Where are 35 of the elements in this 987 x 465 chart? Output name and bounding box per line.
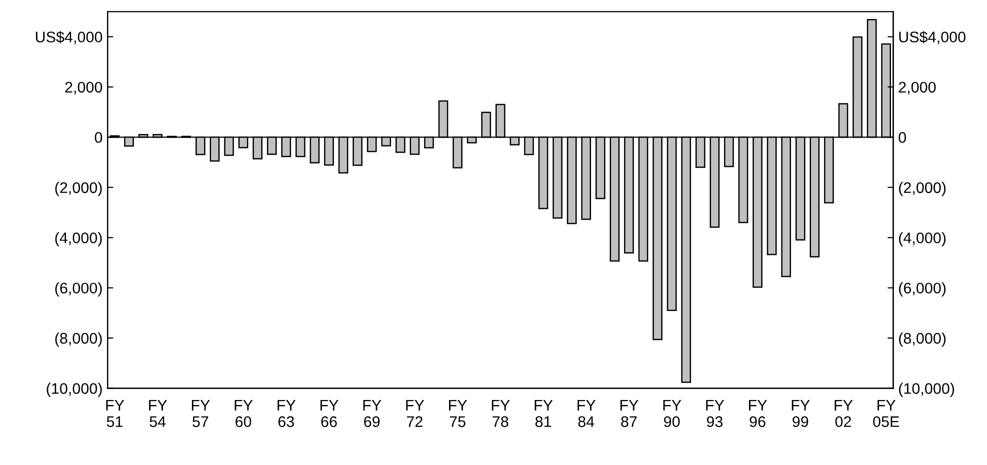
y2-tick-label: (4,000) xyxy=(899,232,946,246)
y2-tick-label: (10,000) xyxy=(899,382,954,397)
x-tick-label: FY 99 xyxy=(792,400,810,428)
x-tick-label: FY 60 xyxy=(234,400,253,428)
x-tick-label: FY 51 xyxy=(106,400,124,428)
x-tick-label: FY 63 xyxy=(278,400,296,428)
y-tick-label: (2,000) xyxy=(55,182,102,196)
y2-tick-label: 0 xyxy=(898,132,906,143)
x-tick-label: FY 69 xyxy=(363,400,382,428)
x-tick-label: FY 90 xyxy=(663,400,682,428)
x-tick-label: FY 84 xyxy=(578,400,596,428)
y-tick-label: (10,000) xyxy=(46,382,102,397)
y-tick-label: (8,000) xyxy=(55,332,102,347)
y2-tick-label: US$4,000 xyxy=(899,30,966,44)
y2-tick-label: (8,000) xyxy=(899,332,946,347)
y-tick-label: (4,000) xyxy=(55,232,102,246)
x-tick-label: FY 81 xyxy=(534,400,553,428)
y2-tick-label: 2,000 xyxy=(898,82,936,94)
x-tick-label: FY 75 xyxy=(449,400,467,428)
y-tick-label: (6,000) xyxy=(55,282,102,297)
y2-tick-label: (6,000) xyxy=(899,282,946,297)
y-tick-label: 2,000 xyxy=(65,82,102,94)
y2-tick-label: (2,000) xyxy=(899,182,946,196)
x-tick-label: FY 66 xyxy=(320,400,338,428)
x-tick-label: FY 05E xyxy=(873,400,900,428)
y-tick-label: 0 xyxy=(94,132,102,143)
x-tick-label: FY 96 xyxy=(749,400,767,428)
x-tick-label: FY 78 xyxy=(492,400,510,428)
x-tick-label: FY 02 xyxy=(834,400,853,428)
x-tick-label: FY 93 xyxy=(706,400,724,428)
y-tick-label: US$4,000 xyxy=(36,30,102,44)
x-tick-label: FY 57 xyxy=(192,400,210,428)
x-tick-label: FY 54 xyxy=(149,400,168,428)
x-tick-label: FY 72 xyxy=(406,400,424,427)
x-tick-label: FY 87 xyxy=(620,400,638,428)
